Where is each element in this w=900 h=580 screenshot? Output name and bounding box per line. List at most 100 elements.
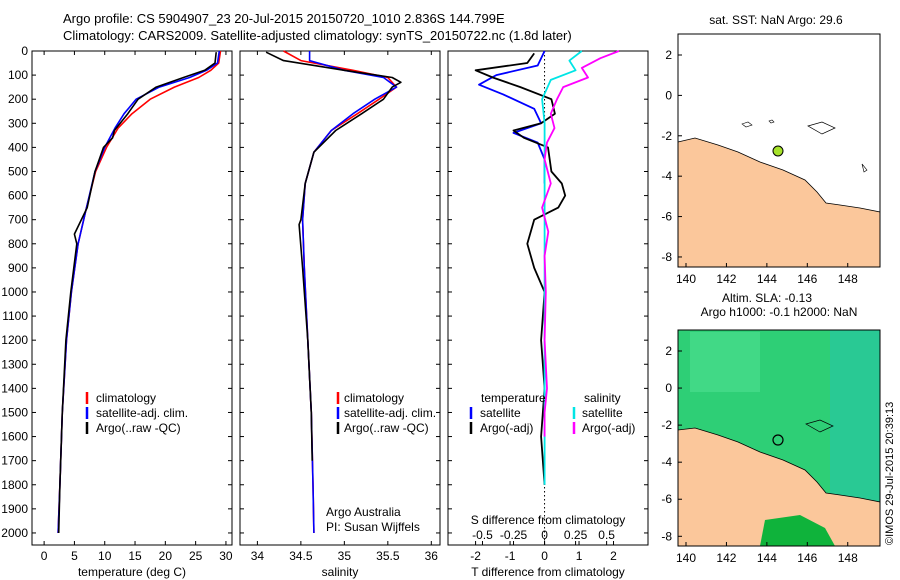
map-lat-label: 2	[665, 48, 672, 62]
depth-tick-label: 1600	[1, 430, 28, 444]
map-lon-label: 144	[757, 272, 777, 286]
sal-line-argo	[265, 51, 402, 461]
temp-tick-label: 30	[219, 549, 233, 563]
legend-label-sat: satellite-adj. clim.	[96, 406, 188, 420]
sdiff-tick-label: 0	[541, 528, 548, 542]
temp-tick-label: 10	[98, 549, 112, 563]
depth-tick-label: 1900	[1, 502, 28, 516]
depth-tick-label: 700	[8, 213, 28, 227]
map-lon-label: 148	[838, 551, 858, 565]
depth-tick-label: 400	[8, 140, 28, 154]
depth-tick-label: 600	[8, 189, 28, 203]
sla-float-marker	[772, 434, 784, 446]
legend-label-sat: satellite-adj. clim.	[344, 406, 436, 420]
temperature-xlabel: temperature (deg C)	[78, 565, 186, 579]
depth-tick-label: 100	[8, 68, 28, 82]
temp-line-argo	[57, 52, 217, 534]
map-lon-label: 140	[676, 551, 696, 565]
depth-tick-label: 1700	[1, 454, 28, 468]
difference-frame	[447, 50, 649, 546]
sst-map: sat. SST: NaN Argo: 29.6 140 142 144 146 148…	[661, 13, 881, 286]
tdiff-tick-label: 1	[576, 549, 583, 563]
sal-tick-label: 34.5	[289, 549, 313, 563]
sal-tick-label: 34	[251, 549, 265, 563]
tdiff-line-argo	[474, 52, 567, 485]
sla-map-title-2: Argo h1000: -0.1 h2000: NaN	[701, 305, 858, 319]
sla-island	[805, 419, 834, 433]
legend-label-s-argo: Argo(-adj)	[582, 421, 635, 435]
sst-float-marker	[772, 145, 784, 157]
legend-head-temperature: temperature	[481, 391, 546, 405]
depth-tick-label: 1100	[2, 309, 28, 323]
temp-line-climatology	[57, 50, 222, 534]
tdiff-tick-label: 0	[541, 549, 548, 563]
depth-tick-label: 900	[8, 261, 28, 275]
sdiff-line-satellite	[541, 50, 583, 485]
temp-tick-label: 5	[71, 549, 78, 563]
depth-tick-label: 500	[8, 164, 28, 178]
map-lat-label: -6	[661, 492, 672, 506]
map-lon-label: 146	[797, 272, 817, 286]
salinity-frame	[239, 50, 441, 546]
map-lat-label: -2	[661, 129, 672, 143]
sdiff-line-argo	[541, 50, 620, 437]
legend-head-salinity: salinity	[584, 391, 621, 405]
map-lon-label: 144	[757, 551, 777, 565]
sla-map-title-1: Altim. SLA: -0.13	[722, 291, 812, 305]
salinity-legend: climatology satellite-adj. clim. Argo(..…	[336, 391, 436, 435]
legend-label-t-argo: Argo(-adj)	[480, 421, 533, 435]
temperature-frame	[31, 50, 233, 546]
map-lat-label: 0	[665, 381, 672, 395]
depth-tick-label: 1200	[1, 333, 28, 347]
sdiff-tick-label: 0.5	[598, 528, 615, 542]
temp-tick-label: 15	[128, 549, 142, 563]
temp-tick-label: 25	[189, 549, 203, 563]
sst-island	[807, 121, 836, 135]
legend-label-clim: climatology	[344, 391, 404, 405]
credit-stamp: ©IMOS 29-Jul-2015 20:39:13	[884, 402, 896, 545]
map-lon-label: 140	[676, 272, 696, 286]
temperature-panel: 0100200300400500600700800900100011001200…	[1, 44, 233, 579]
salinity-panel: 34 34.5 35 35.5 36 salinity climatology sate…	[239, 50, 441, 579]
tdiff-line-satellite	[478, 50, 546, 184]
sst-small-islands	[741, 119, 868, 173]
map-lat-label: -6	[661, 210, 672, 224]
sst-frame	[677, 33, 881, 268]
difference-legend: temperature satellite Argo(-adj) salinit…	[469, 391, 635, 435]
sal-tick-label: 35	[338, 549, 352, 563]
map-lat-label: -8	[661, 529, 672, 543]
temp-tick-label: 20	[159, 549, 173, 563]
sal-line-satellite	[301, 51, 398, 534]
sla-coastal-green	[760, 515, 835, 546]
depth-tick-label: 800	[8, 237, 28, 251]
map-lat-label: -8	[661, 250, 672, 264]
sdiff-tick-label: -0.25	[500, 528, 528, 542]
sla-map: Altim. SLA: -0.13 Argo h1000: -0.1 h2000…	[661, 291, 881, 565]
temp-tick-label: 0	[41, 549, 48, 563]
salinity-xlabel: salinity	[322, 565, 359, 579]
legend-label-s-sat: satellite	[582, 406, 623, 420]
tdiff-tick-label: 2	[610, 549, 617, 563]
map-lon-label: 142	[716, 551, 736, 565]
t-diff-label: T difference from climatology	[471, 565, 625, 579]
sal-tick-label: 35.5	[376, 549, 400, 563]
map-lat-label: 2	[665, 344, 672, 358]
map-lat-label: 0	[665, 88, 672, 102]
depth-tick-label: 1300	[1, 357, 28, 371]
s-diff-label: S difference from climatology	[471, 513, 626, 527]
pi-note: PI: Susan Wijffels	[326, 520, 420, 534]
depth-tick-label: 1500	[1, 405, 28, 419]
sal-tick-label: 36	[425, 549, 439, 563]
title-line-2: Climatology: CARS2009. Satellite-adjuste…	[63, 28, 572, 43]
depth-tick-label: 200	[8, 92, 28, 106]
sla-ocean-light	[690, 332, 760, 392]
tdiff-tick-label: -2	[470, 549, 481, 563]
difference-panel: -0.5 -0.25 0 0.25 0.5 -2 -1 0 1 2 S difference f…	[447, 50, 649, 579]
sst-map-title: sat. SST: NaN Argo: 29.6	[709, 13, 843, 27]
legend-label-argo: Argo(..raw -QC)	[96, 421, 181, 435]
depth-tick-label: 2000	[1, 526, 28, 540]
sla-frame	[677, 329, 881, 547]
map-lat-label: -4	[661, 169, 672, 183]
map-lon-label: 142	[716, 272, 736, 286]
map-lon-label: 148	[838, 272, 858, 286]
